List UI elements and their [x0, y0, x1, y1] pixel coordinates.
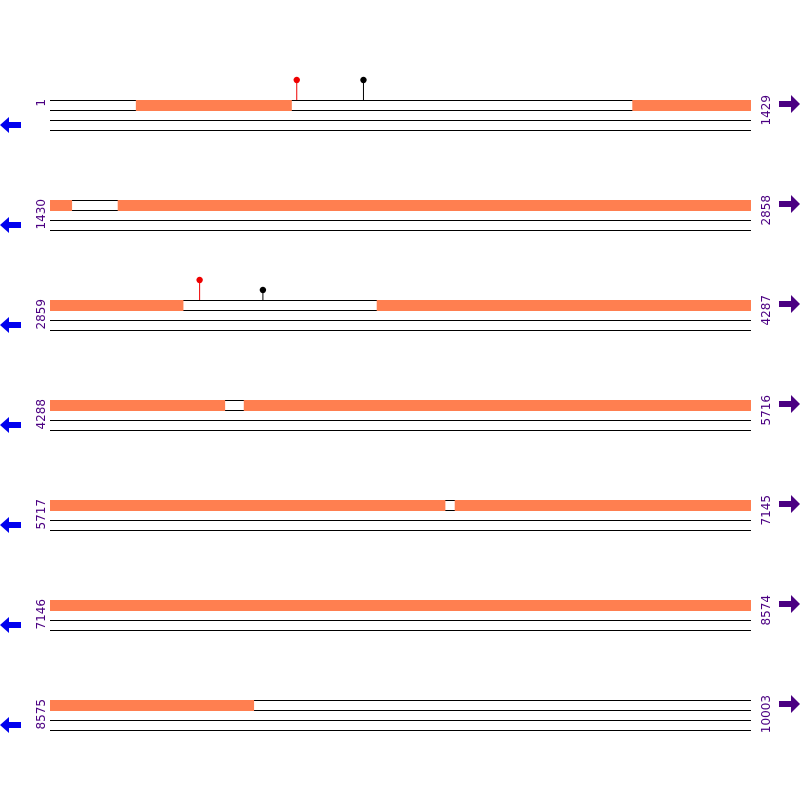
left-arrow-icon [0, 317, 21, 333]
feature-bar [50, 700, 255, 711]
track-row-2: 1430 2858 [0, 195, 800, 233]
feature-bar [50, 500, 446, 511]
feature-bar [243, 400, 751, 411]
feature-bar [376, 300, 751, 311]
start-position-label: 1 [34, 99, 48, 107]
lollipop-marker-icon [360, 76, 367, 84]
end-position-label: 10003 [759, 695, 773, 733]
left-arrow-icon [0, 117, 21, 133]
right-arrow-icon [779, 295, 800, 313]
feature-bar [50, 400, 226, 411]
track-row-7: 8575 10003 [0, 695, 800, 733]
left-arrow-icon [0, 617, 21, 633]
track-row-1: 1 1429 [0, 76, 800, 133]
right-arrow-icon [779, 495, 800, 513]
feature-bar [117, 200, 751, 211]
start-position-label: 5717 [34, 499, 48, 530]
left-arrow-icon [0, 217, 21, 233]
track-row-4: 4288 5716 [0, 395, 800, 433]
start-position-label: 8575 [34, 699, 48, 730]
feature-bar [50, 200, 73, 211]
feature-bar [50, 600, 751, 611]
start-position-label: 2859 [34, 299, 48, 330]
end-position-label: 1429 [759, 95, 773, 126]
lollipop-marker-icon [196, 276, 203, 284]
right-arrow-icon [779, 395, 800, 413]
feature-bar [632, 100, 751, 111]
feature-bar [135, 100, 292, 111]
end-position-label: 8574 [759, 595, 773, 626]
right-arrow-icon [779, 95, 800, 113]
right-arrow-icon [779, 195, 800, 213]
start-position-label: 7146 [34, 599, 48, 630]
start-position-label: 1430 [34, 199, 48, 230]
end-position-label: 5716 [759, 395, 773, 426]
left-arrow-icon [0, 417, 21, 433]
left-arrow-icon [0, 717, 21, 733]
track-row-5: 5717 7145 [0, 495, 800, 533]
lollipop-marker-icon [293, 76, 300, 84]
track-row-3: 2859 4287 [0, 276, 800, 333]
end-position-label: 4287 [759, 295, 773, 326]
track-row-6: 7146 8574 [0, 595, 800, 633]
end-position-label: 2858 [759, 195, 773, 226]
right-arrow-icon [779, 595, 800, 613]
start-position-label: 4288 [34, 399, 48, 430]
lollipop-marker-icon [259, 286, 267, 294]
feature-bar [454, 500, 751, 511]
feature-bar [50, 300, 184, 311]
right-arrow-icon [779, 695, 800, 713]
end-position-label: 7145 [759, 495, 773, 526]
left-arrow-icon [0, 517, 21, 533]
